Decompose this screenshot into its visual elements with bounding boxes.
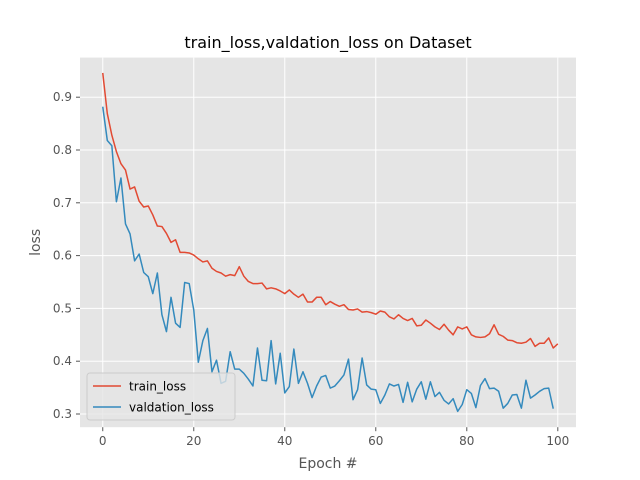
legend-label: valdation_loss: [129, 401, 214, 415]
x-axis-ticks: 0 20 40 60 80 100: [99, 427, 569, 448]
series-line-train-loss: [102, 72, 559, 349]
x-tick-label: 40: [277, 434, 292, 448]
series-layer: [102, 72, 559, 413]
plot-area: [80, 57, 576, 428]
x-tick-label: 60: [368, 434, 383, 448]
x-axis-label: Epoch #: [298, 456, 357, 472]
y-tick-label: 0.3: [53, 407, 72, 421]
legend: train_loss valdation_loss: [86, 372, 236, 421]
chart-title: train_loss,valdation_loss on Dataset: [184, 33, 471, 53]
y-tick-label: 0.9: [53, 90, 72, 104]
grid: [80, 57, 576, 428]
legend-label: train_loss: [129, 380, 186, 394]
y-axis-label: loss: [28, 229, 44, 256]
y-axis-ticks: 0.3 0.4 0.5 0.6 0.7 0.8 0.9: [53, 90, 80, 421]
legend-box: [86, 372, 236, 421]
y-tick-label: 0.4: [53, 354, 72, 368]
y-tick-label: 0.5: [53, 301, 72, 315]
series-line-valdation-loss: [102, 106, 554, 413]
y-tick-label: 0.6: [53, 249, 72, 263]
x-tick-label: 100: [546, 434, 569, 448]
x-tick-label: 0: [99, 434, 107, 448]
y-tick-label: 0.8: [53, 143, 72, 157]
x-tick-label: 20: [186, 434, 201, 448]
y-tick-label: 0.7: [53, 196, 72, 210]
x-tick-label: 80: [459, 434, 474, 448]
